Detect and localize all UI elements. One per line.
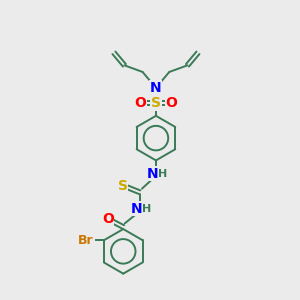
Text: N: N (150, 81, 162, 95)
Text: S: S (118, 179, 128, 193)
Text: H: H (158, 169, 167, 179)
Text: Br: Br (78, 234, 94, 247)
Text: O: O (102, 212, 114, 226)
Text: S: S (151, 96, 161, 110)
Text: O: O (166, 96, 177, 110)
Text: N: N (147, 167, 159, 181)
Text: N: N (131, 202, 142, 216)
Text: O: O (135, 96, 146, 110)
Text: H: H (142, 204, 151, 214)
